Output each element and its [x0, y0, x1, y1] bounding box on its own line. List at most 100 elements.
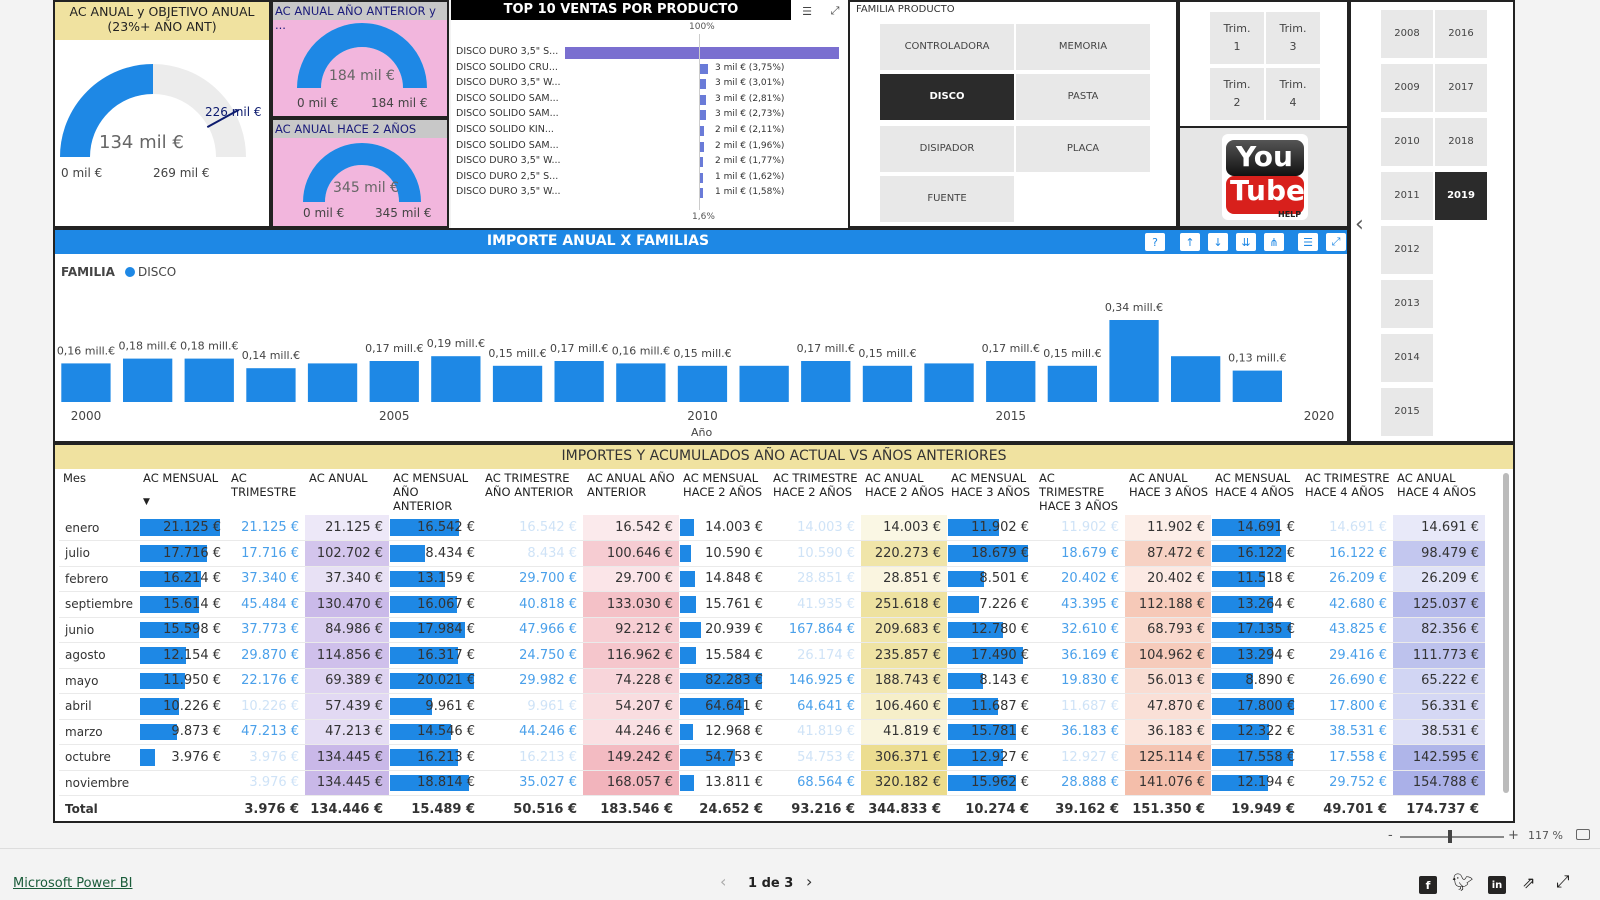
- bar-2016[interactable]: [1047, 365, 1097, 402]
- familia-option-fuente[interactable]: FUENTE: [880, 176, 1014, 222]
- top10-row[interactable]: DISCO DURO 3,5" W... 1 mil € (1,58%): [451, 186, 848, 200]
- bar-2003[interactable]: [246, 368, 296, 402]
- year-option-2017[interactable]: 2017: [1435, 64, 1487, 112]
- bar-2001[interactable]: [123, 358, 173, 402]
- table-row[interactable]: marzo 9.873 € 47.213 € 47.213 € 14.546 € 44.2…: [59, 719, 1486, 745]
- next-page-icon[interactable]: ›: [806, 872, 813, 891]
- scroll-left-icon[interactable]: ‹: [1355, 212, 1364, 237]
- share-icon[interactable]: ⇗: [1522, 873, 1536, 892]
- focus-mode-icon[interactable]: ⤢: [1326, 233, 1346, 251]
- familia-option-placa[interactable]: PLACA: [1016, 126, 1150, 172]
- table-row[interactable]: junio 15.598 € 37.773 € 84.986 € 17.984 € 47.…: [59, 617, 1486, 643]
- table-row[interactable]: agosto 12.154 € 29.870 € 114.856 € 16.317 € 2…: [59, 642, 1486, 669]
- gauge-ac-anual-objetivo[interactable]: AC ANUAL y OBJETIVO ANUAL (23%+ AÑO ANT)…: [53, 0, 271, 228]
- linkedin-icon[interactable]: in: [1488, 876, 1506, 894]
- fit-page-icon[interactable]: [1576, 829, 1590, 840]
- year-option-2010[interactable]: 2010: [1381, 118, 1433, 166]
- col-header[interactable]: AC ANUAL HACE 3 AÑOS: [1129, 471, 1209, 499]
- trim-option-3[interactable]: Trim. 2: [1210, 68, 1264, 120]
- trim-option-1[interactable]: Trim. 1: [1210, 12, 1264, 64]
- year-option-2014[interactable]: 2014: [1381, 334, 1433, 382]
- col-header[interactable]: AC TRIMESTRE: [231, 471, 297, 499]
- bar-2014[interactable]: [924, 363, 974, 402]
- zoom-slider[interactable]: [1400, 836, 1504, 838]
- filter-icon[interactable]: ☰: [797, 2, 817, 20]
- col-header[interactable]: Mes: [63, 471, 86, 485]
- prev-page-icon[interactable]: ‹: [720, 872, 727, 891]
- top10-row[interactable]: DISCO SOLIDO KIN... 2 mil € (2,11%): [451, 124, 848, 138]
- top10-row[interactable]: DISCO DURO 3,5" W... 3 mil € (3,01%): [451, 77, 848, 91]
- table-row[interactable]: abril 10.226 € 10.226 € 57.439 € 9.961 € 9.96…: [59, 693, 1486, 720]
- bar-2004[interactable]: [307, 363, 358, 402]
- powerbi-link[interactable]: Microsoft Power BI: [13, 876, 133, 891]
- sort-up-icon[interactable]: ↑: [1180, 233, 1200, 251]
- zoom-slider-handle[interactable]: [1448, 830, 1452, 843]
- zoom-minus[interactable]: -: [1388, 828, 1393, 843]
- fullscreen-icon[interactable]: ⤢: [1556, 872, 1570, 892]
- year-slicer[interactable]: 2008 2016 2009 2017 2010 2018 2011 2019 2012 2013…: [1349, 0, 1515, 443]
- bar-2000[interactable]: [61, 363, 111, 402]
- bar-2018[interactable]: [1171, 356, 1221, 402]
- year-option-2013[interactable]: 2013: [1381, 280, 1433, 328]
- top10-row[interactable]: DISCO DURO 3,5" W... 2 mil € (1,77%): [451, 155, 848, 169]
- year-option-2015[interactable]: 2015: [1381, 388, 1433, 436]
- bar-2008[interactable]: [554, 361, 604, 402]
- familia-option-disco[interactable]: DISCO: [880, 74, 1014, 120]
- year-option-2009[interactable]: 2009: [1381, 64, 1433, 112]
- facebook-icon[interactable]: f: [1419, 876, 1437, 894]
- col-header[interactable]: AC MENSUAL HACE 4 AÑOS: [1215, 471, 1295, 499]
- gauge-ac-anual-ano-anterior[interactable]: AC ANUAL AÑO ANTERIOR y ... 184 mil € 0 …: [271, 0, 449, 118]
- table-row[interactable]: mayo 11.950 € 22.176 € 69.389 € 20.021 € 29.9…: [59, 668, 1486, 694]
- twitter-icon[interactable]: 🐦︎: [1452, 873, 1474, 893]
- top10-row[interactable]: DISCO DURO 3,5" S...: [451, 46, 848, 60]
- top10-row[interactable]: DISCO SOLIDO CRU... 3 mil € (3,75%): [451, 62, 848, 76]
- bar-2012[interactable]: [801, 361, 851, 402]
- col-header[interactable]: AC TRIMESTRE AÑO ANTERIOR: [485, 471, 574, 499]
- col-header[interactable]: AC ANUAL HACE 4 AÑOS: [1397, 471, 1477, 499]
- bar-2005[interactable]: [369, 361, 419, 402]
- year-option-2019[interactable]: 2019: [1435, 172, 1487, 220]
- col-header[interactable]: AC MENSUAL AÑO ANTERIOR: [393, 471, 469, 513]
- col-header[interactable]: AC MENSUAL: [143, 471, 219, 485]
- bar-2019[interactable]: [1232, 370, 1282, 402]
- top10-ventas-panel[interactable]: TOP 10 VENTAS POR PRODUCTO ☰ ⤢ 100% DISC…: [451, 0, 848, 228]
- bar-2006[interactable]: [431, 356, 481, 402]
- youtube-help-logo[interactable]: You Tube HELP: [1222, 134, 1308, 220]
- familia-option-pasta[interactable]: PASTA: [1016, 74, 1150, 120]
- bar-2002[interactable]: [184, 358, 234, 402]
- col-header[interactable]: AC ANUAL HACE 2 AÑOS: [865, 471, 945, 499]
- drill-icon[interactable]: ⋔: [1264, 233, 1284, 251]
- expand-all-icon[interactable]: ⇊: [1236, 233, 1256, 251]
- legend-item[interactable]: DISCO: [138, 265, 177, 279]
- trim-option-4[interactable]: Trim. 4: [1266, 68, 1320, 120]
- focus-mode-icon[interactable]: ⤢: [825, 2, 845, 20]
- bar-2017[interactable]: [1109, 320, 1159, 402]
- top10-row[interactable]: DISCO DURO 2,5" S... 1 mil € (1,62%): [451, 171, 848, 185]
- col-header[interactable]: AC ANUAL AÑO ANTERIOR: [587, 471, 675, 499]
- table-row[interactable]: julio 17.716 € 17.716 € 102.702 € 8.434 € 8.4…: [59, 540, 1486, 567]
- importe-anual-chart[interactable]: IMPORTE ANUAL X FAMILIAS ? ↑ ↓ ⇊ ⋔ ☰ ⤢ F…: [53, 228, 1349, 443]
- col-header[interactable]: AC ANUAL: [309, 471, 368, 485]
- table-row[interactable]: octubre 3.976 € 3.976 € 134.445 € 16.213 € 16…: [59, 744, 1486, 771]
- bar-2007[interactable]: [492, 365, 543, 402]
- help-icon[interactable]: ?: [1145, 233, 1165, 251]
- sort-down-icon[interactable]: ↓: [1208, 233, 1228, 251]
- table-row[interactable]: febrero 16.214 € 37.340 € 37.340 € 13.159 € 2…: [59, 566, 1486, 592]
- bar-2015[interactable]: [986, 361, 1036, 402]
- col-header[interactable]: AC TRIMESTRE HACE 3 AÑOS: [1039, 471, 1119, 513]
- col-header[interactable]: AC TRIMESTRE HACE 2 AÑOS: [773, 471, 858, 499]
- year-option-2011[interactable]: 2011: [1381, 172, 1433, 220]
- table-row[interactable]: noviembre 3.976 € 134.445 € 18.814 € 35.027 …: [59, 770, 1486, 796]
- table-row[interactable]: enero 21.125 € 21.125 € 21.125 € 16.542 € 16.…: [59, 515, 1486, 541]
- col-header[interactable]: AC TRIMESTRE HACE 4 AÑOS: [1305, 471, 1390, 499]
- bar-2009[interactable]: [616, 363, 666, 402]
- familia-producto-slicer[interactable]: FAMILIA PRODUCTO CONTROLADORA MEMORIA DISC…: [848, 0, 1178, 228]
- col-header[interactable]: AC MENSUAL HACE 2 AÑOS: [683, 471, 763, 499]
- familia-option-memoria[interactable]: MEMORIA: [1016, 24, 1150, 70]
- importes-table-panel[interactable]: IMPORTES Y ACUMULADOS AÑO ACTUAL VS AÑOS…: [53, 443, 1515, 823]
- bar-2013[interactable]: [862, 365, 913, 402]
- trimestre-slicer[interactable]: Trim. 1 Trim. 3 Trim. 2 Trim. 4: [1178, 0, 1349, 128]
- trim-option-2[interactable]: Trim. 3: [1266, 12, 1320, 64]
- year-option-2012[interactable]: 2012: [1381, 226, 1433, 274]
- top10-row[interactable]: DISCO SOLIDO SAM... 3 mil € (2,81%): [451, 93, 848, 107]
